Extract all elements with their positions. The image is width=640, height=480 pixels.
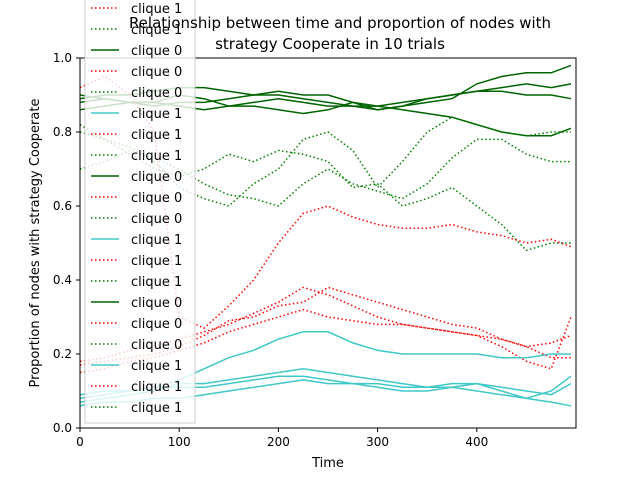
legend-label: clique 1	[131, 233, 182, 248]
x-tick-label: 200	[267, 435, 290, 449]
y-tick-label: 0.2	[53, 347, 72, 361]
plot-frame	[79, 57, 577, 429]
y-axis-label: Proportion of nodes with strategy Cooper…	[28, 99, 43, 388]
legend-label: clique 0	[131, 191, 182, 206]
x-tick-label: 100	[168, 435, 191, 449]
y-tick-label: 0.4	[53, 273, 72, 287]
chart-title-line1: Relationship between time and proportion…	[129, 14, 551, 32]
y-tick-label: 0.6	[53, 199, 72, 213]
y-tick-label: 0.0	[53, 421, 72, 435]
y-axis: 0.0 0.2 0.4 0.6 0.8 1.0	[53, 51, 80, 435]
y-tick-label: 1.0	[53, 51, 72, 65]
chart-title-line2: strategy Cooperate in 10 trials	[215, 35, 445, 53]
legend-label: clique 0	[131, 338, 182, 353]
legend-label: clique 0	[131, 44, 182, 59]
legend-label: clique 0	[131, 296, 182, 311]
legend-label: clique 1	[131, 107, 182, 122]
x-axis-label: Time	[311, 456, 344, 471]
legend-label: clique 0	[131, 170, 182, 185]
legend-label: clique 1	[131, 128, 182, 143]
legend-label: clique 1	[131, 254, 182, 269]
x-axis: 0 100 200 300 400	[76, 428, 488, 449]
y-tick-label: 0.8	[53, 125, 72, 139]
x-tick-label: 400	[465, 435, 488, 449]
legend-label: clique 1	[131, 380, 182, 395]
legend-label: clique 0	[131, 65, 182, 80]
legend-label: clique 0	[131, 212, 182, 227]
legend-label: clique 1	[131, 401, 182, 416]
legend-label: clique 1	[131, 23, 182, 38]
legend: clique 1 clique 1 clique 0 clique 0 clique 0…	[84, 0, 196, 424]
legend-label: clique 1	[131, 2, 182, 17]
legend-label: clique 0	[131, 317, 182, 332]
legend-label: clique 1	[131, 149, 182, 164]
legend-label: clique 1	[131, 359, 182, 374]
legend-label: clique 1	[131, 275, 182, 290]
x-tick-label: 0	[76, 435, 84, 449]
legend-label: clique 0	[131, 86, 182, 101]
series-line-7	[79, 138, 571, 207]
x-tick-label: 300	[366, 435, 389, 449]
